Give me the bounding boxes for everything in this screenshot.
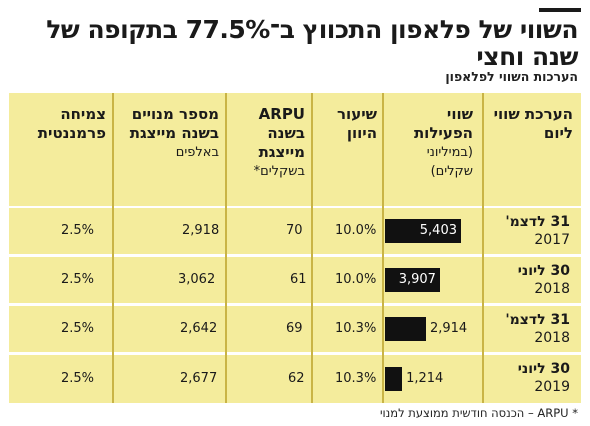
- value-bar: [385, 268, 440, 292]
- table-row: [9, 306, 581, 352]
- subscribers-cell: 2,677: [180, 371, 218, 386]
- value-label: 2,914: [429, 321, 468, 336]
- value-label: 5,403: [419, 223, 457, 238]
- arpu-cell: 61: [290, 272, 307, 287]
- column-divider: [482, 93, 484, 403]
- discount-cell: 10.3%: [335, 371, 377, 386]
- row-date: 31 לדצמ' 2018: [505, 312, 570, 346]
- value-bar: [385, 367, 403, 391]
- column-divider: [112, 93, 114, 403]
- discount-cell: 10.0%: [335, 272, 377, 287]
- growth-cell: 2.5%: [61, 272, 95, 287]
- growth-cell: 2.5%: [61, 371, 95, 386]
- column-divider: [382, 93, 384, 403]
- header-row: [9, 93, 581, 206]
- value-bar: [385, 219, 461, 243]
- footnote: * ARPU – הכנסה חודשית ממוצעת למנוי: [379, 406, 578, 420]
- arpu-cell: 69: [286, 321, 303, 336]
- header-value: שווי הפעילות (במיליוני שקלים): [413, 105, 473, 179]
- discount-cell: 10.0%: [335, 223, 377, 238]
- growth-cell: 2.5%: [61, 223, 95, 238]
- subscribers-cell: 3,062: [178, 272, 216, 287]
- table-row: [9, 355, 581, 403]
- arpu-cell: 70: [286, 223, 303, 238]
- growth-cell: 2.5%: [61, 321, 95, 336]
- header-rule: [539, 8, 581, 12]
- column-divider: [311, 93, 313, 403]
- header-date: הערכת שווי ליום: [493, 105, 573, 142]
- header-discount: שיעור היוון: [337, 105, 377, 142]
- table-row: [9, 257, 581, 303]
- discount-cell: 10.3%: [335, 321, 377, 336]
- table-row: [9, 208, 581, 254]
- chart-title: השווי של פלאפון התכווץ ב־77.5% בתקופה של…: [46, 15, 578, 71]
- subscribers-cell: 2,642: [180, 321, 218, 336]
- row-date: 31 לדצמ' 2017: [505, 214, 570, 248]
- value-label: 1,214: [406, 371, 444, 386]
- chart-subtitle: הערכות השווי לפלאפון: [445, 69, 578, 84]
- column-divider: [225, 93, 227, 403]
- header-growth: צמיחה פרמננטית: [37, 105, 106, 142]
- arpu-cell: 62: [288, 371, 305, 386]
- subscribers-cell: 2,918: [182, 223, 220, 238]
- value-bar: [385, 317, 426, 341]
- header-arpu: ARPU בשנה מייצגת בשקלים*: [253, 105, 305, 179]
- header-subscribers: מספר מנויים בשנה מייצגת באלפים: [129, 105, 219, 160]
- row-date: 30 ליוני 2018: [517, 263, 570, 297]
- row-date: 30 ליוני 2019: [517, 361, 570, 395]
- value-label: 3,907: [398, 272, 436, 287]
